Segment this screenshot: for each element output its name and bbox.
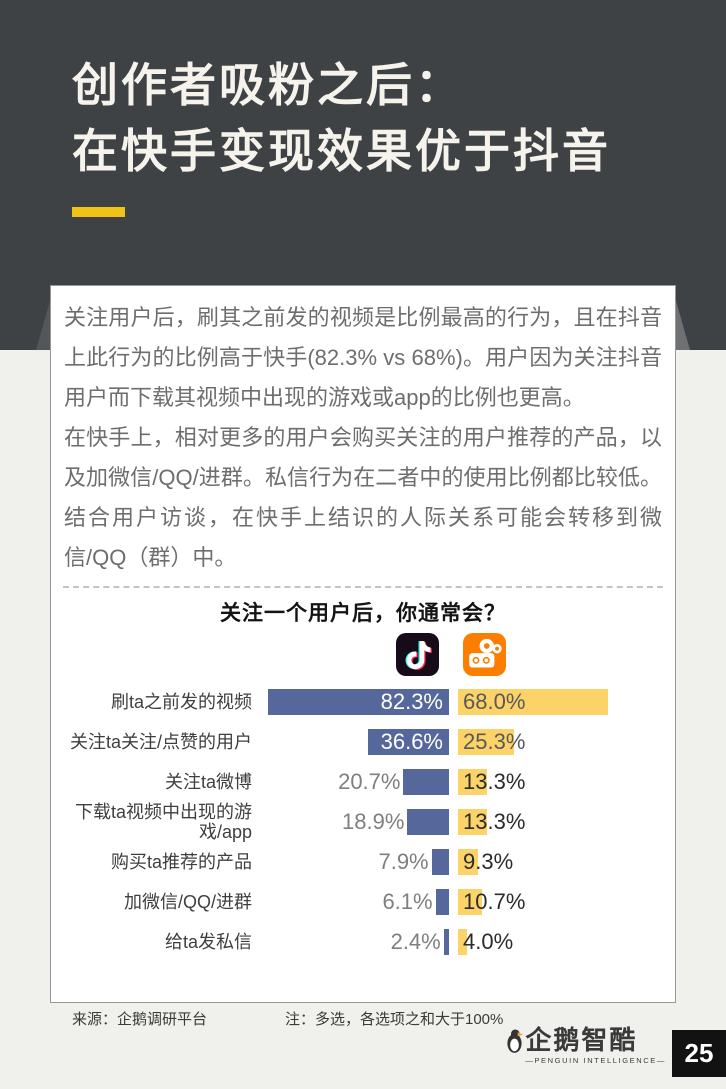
page-title-line2: 在快手变现效果优于抖音 bbox=[72, 125, 611, 177]
chart-title: 关注一个用户后，你通常会？ bbox=[220, 602, 506, 625]
kuaishou-bar bbox=[458, 929, 467, 955]
chart-row: 关注ta微博 20.7% 13.3% bbox=[51, 762, 675, 802]
page-title: 创作者吸粉之后： 在快手变现效果优于抖音 bbox=[72, 52, 611, 184]
kuaishou-bar-zone: 10.7% bbox=[458, 889, 675, 915]
kuaishou-value: 10.7% bbox=[463, 889, 526, 914]
douyin-bar bbox=[435, 889, 449, 915]
douyin-bar-zone: 6.1% bbox=[256, 889, 449, 915]
chart-legend-icons bbox=[51, 632, 675, 676]
dashed-divider bbox=[63, 586, 663, 588]
page-number: 25 bbox=[672, 1030, 726, 1077]
page-title-line1: 创作者吸粉之后： bbox=[72, 59, 464, 111]
kuaishou-bar bbox=[458, 769, 488, 795]
kuaishou-bar bbox=[458, 849, 479, 875]
douyin-value: 2.4% bbox=[390, 929, 441, 954]
douyin-bar-zone: 2.4% bbox=[256, 929, 449, 955]
logo-subtext: —PENGUIN INTELLIGENCE— bbox=[525, 1056, 666, 1065]
chart-row: 下载ta视频中出现的游戏/app 18.9% 13.3% bbox=[51, 802, 675, 842]
chart-row: 加微信/QQ/进群 6.1% 10.7% bbox=[51, 882, 675, 922]
chart-row: 给ta发私信 2.4% 4.0% bbox=[51, 922, 675, 962]
row-label: 关注ta关注/点赞的用户 bbox=[69, 732, 252, 752]
douyin-bar-zone: 82.3% bbox=[256, 689, 449, 715]
douyin-bar-zone: 20.7% bbox=[256, 769, 449, 795]
douyin-bar: 36.6% bbox=[368, 729, 449, 755]
douyin-bar bbox=[443, 929, 449, 955]
kuaishou-bar bbox=[458, 809, 488, 835]
kuaishou-bar bbox=[458, 689, 608, 715]
paragraph-1: 关注用户后，刷其之前发的视频是比例最高的行为，且在抖音上此行为的比例高于快手(8… bbox=[64, 305, 662, 410]
bar-chart: 关注一个用户后，你通常会？ bbox=[51, 597, 675, 962]
kuaishou-bar-zone: 13.3% bbox=[458, 769, 675, 795]
chart-row: 关注ta关注/点赞的用户 36.6% 25.3% bbox=[51, 722, 675, 762]
kuaishou-value: 68.0% bbox=[463, 689, 526, 714]
chart-row: 刷ta之前发的视频 82.3% 68.0% bbox=[51, 682, 675, 722]
source-note: 来源：企鹅调研平台 bbox=[72, 1011, 208, 1028]
chart-row: 购买ta推荐的产品 7.9% 9.3% bbox=[51, 842, 675, 882]
douyin-value: 20.7% bbox=[338, 769, 401, 794]
douyin-bar-zone: 7.9% bbox=[256, 849, 449, 875]
methodology-note: 注：多选，各选项之和大于100% bbox=[285, 1011, 504, 1028]
douyin-app-icon bbox=[396, 632, 439, 676]
douyin-bar-zone: 36.6% bbox=[256, 729, 449, 755]
douyin-value: 36.6% bbox=[380, 729, 443, 754]
kuaishou-app-icon bbox=[463, 632, 506, 676]
row-label: 给ta发私信 bbox=[164, 932, 252, 952]
douyin-value: 7.9% bbox=[378, 849, 429, 874]
logo-text: 企鹅智酷 bbox=[525, 1025, 638, 1055]
content-card: 关注用户后，刷其之前发的视频是比例最高的行为，且在抖音上此行为的比例高于快手(8… bbox=[50, 285, 676, 1003]
douyin-bar bbox=[431, 849, 449, 875]
douyin-bar: 82.3% bbox=[267, 689, 449, 715]
row-label: 加微信/QQ/进群 bbox=[123, 892, 252, 912]
douyin-value: 82.3% bbox=[380, 689, 443, 714]
row-label: 关注ta微博 bbox=[164, 772, 252, 792]
kuaishou-value: 13.3% bbox=[463, 809, 526, 834]
paragraph-2: 在快手上，相对更多的用户会购买关注的用户推荐的产品，以及加微信/QQ/进群。私信… bbox=[64, 425, 662, 570]
kuaishou-value: 13.3% bbox=[463, 769, 526, 794]
kuaishou-value: 9.3% bbox=[463, 849, 514, 874]
kuaishou-bar-zone: 25.3% bbox=[458, 729, 675, 755]
douyin-bar bbox=[403, 769, 449, 795]
kuaishou-bar-zone: 68.0% bbox=[458, 689, 675, 715]
kuaishou-bar-zone: 4.0% bbox=[458, 929, 675, 955]
kuaishou-bar-zone: 13.3% bbox=[458, 809, 675, 835]
douyin-bar-zone: 18.9% bbox=[256, 809, 449, 835]
penguin-icon bbox=[507, 1029, 524, 1053]
title-underline-accent bbox=[72, 207, 125, 217]
row-label: 下载ta视频中出现的游戏/app bbox=[74, 802, 252, 842]
kuaishou-bar bbox=[458, 889, 482, 915]
row-label: 购买ta推荐的产品 bbox=[110, 852, 252, 872]
kuaishou-bar-zone: 9.3% bbox=[458, 849, 675, 875]
penguin-intelligence-logo: 企鹅智酷 —PENGUIN INTELLIGENCE— bbox=[505, 1026, 666, 1065]
kuaishou-bar bbox=[458, 729, 514, 755]
kuaishou-value: 4.0% bbox=[463, 929, 514, 954]
douyin-value: 18.9% bbox=[342, 809, 405, 834]
row-label: 刷ta之前发的视频 bbox=[110, 692, 252, 712]
kuaishou-value: 25.3% bbox=[463, 729, 526, 754]
douyin-bar bbox=[407, 809, 449, 835]
chart-rows: 刷ta之前发的视频 82.3% 68.0% 关注ta关注/点赞的用户 36.6% 25.3… bbox=[51, 682, 675, 962]
douyin-value: 6.1% bbox=[382, 889, 433, 914]
